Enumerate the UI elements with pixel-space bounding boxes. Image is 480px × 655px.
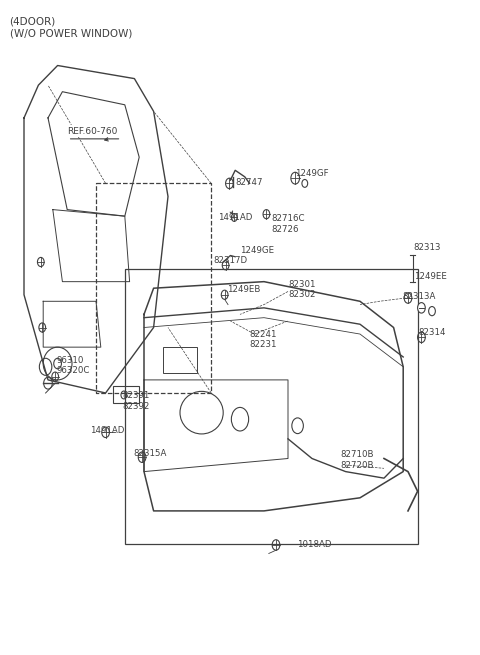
Text: 82315A: 82315A (133, 449, 167, 458)
Text: 1249EB: 1249EB (227, 285, 260, 294)
Text: 82747: 82747 (235, 178, 263, 187)
Text: 1249EE: 1249EE (414, 272, 446, 281)
Text: (4DOOR): (4DOOR) (10, 16, 56, 26)
Text: 1018AD: 1018AD (297, 540, 331, 550)
Text: 82710B
82720B: 82710B 82720B (341, 450, 374, 470)
Text: 82716C
82726: 82716C 82726 (271, 214, 305, 234)
Bar (125, 269, 418, 544)
Text: 82314: 82314 (419, 328, 446, 337)
Text: 82313A: 82313A (402, 291, 436, 301)
Bar (113, 386, 139, 403)
Text: 82313: 82313 (414, 243, 441, 252)
Text: 82241
82231: 82241 82231 (250, 329, 277, 349)
Bar (163, 347, 197, 373)
Circle shape (418, 303, 425, 313)
Text: 82301
82302: 82301 82302 (288, 280, 315, 299)
Text: 1491AD: 1491AD (218, 213, 253, 222)
Text: 82317D: 82317D (214, 255, 248, 265)
Text: REF.60-760: REF.60-760 (67, 126, 118, 136)
Text: (W/O POWER WINDOW): (W/O POWER WINDOW) (10, 28, 132, 38)
Text: 1491AD: 1491AD (90, 426, 125, 436)
Text: 96310
96320C: 96310 96320C (57, 356, 90, 375)
Text: 82391
82392: 82391 82392 (122, 391, 150, 411)
Text: 1249GE: 1249GE (240, 246, 274, 255)
Text: 1249GF: 1249GF (295, 169, 329, 178)
